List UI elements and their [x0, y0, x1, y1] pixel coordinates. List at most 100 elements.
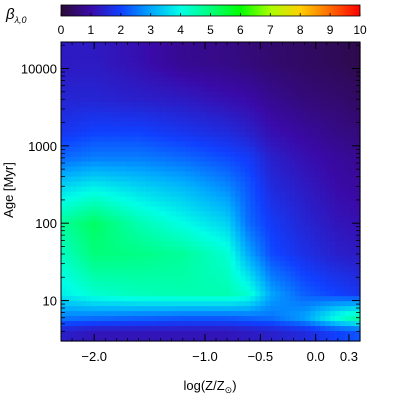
heatmap-cell [115, 141, 122, 148]
heatmap-cell [335, 196, 341, 203]
heatmap-cell [150, 281, 157, 287]
heatmap-cell [240, 96, 246, 103]
heatmap-cell [305, 291, 311, 297]
heatmap-cell [130, 56, 137, 63]
heatmap-cell [220, 236, 227, 242]
heatmap-cell [170, 91, 177, 98]
heatmap-cell [305, 316, 311, 322]
heatmap-cell [130, 211, 137, 218]
heatmap-cell [65, 91, 72, 98]
heatmap-cell [185, 326, 192, 332]
heatmap-cell [80, 181, 87, 188]
heatmap-cell [115, 191, 122, 198]
heatmap-cell [220, 326, 227, 332]
heatmap-cell [95, 101, 102, 108]
heatmap-cell [105, 331, 112, 337]
heatmap-cell [175, 336, 182, 342]
heatmap-cell [205, 196, 212, 203]
heatmap-cell [250, 111, 256, 118]
heatmap-cell [150, 171, 157, 178]
heatmap-cell [275, 42, 281, 48]
heatmap-cell [245, 256, 251, 262]
heatmap-cell [220, 241, 227, 247]
heatmap-cell [260, 276, 266, 282]
heatmap-cell [80, 176, 87, 183]
heatmap-cell [110, 111, 117, 118]
heatmap-cell [185, 76, 192, 83]
heatmap-cell [100, 91, 107, 98]
heatmap-cell [205, 86, 212, 93]
colorbar-tick-label: 1 [88, 23, 95, 37]
heatmap-cell [250, 271, 256, 277]
heatmap-cell [115, 236, 122, 242]
x-axis-label: log(Z/Z⊙) [183, 378, 236, 395]
heatmap-cell [200, 71, 207, 78]
heatmap-cell [325, 331, 331, 337]
heatmap-cell [275, 306, 281, 312]
heatmap-cell [270, 151, 276, 158]
heatmap-cell [315, 306, 321, 312]
heatmap-cell [205, 306, 212, 312]
heatmap-cell [170, 236, 177, 242]
heatmap-cell [310, 231, 316, 237]
heatmap-cell [115, 271, 122, 277]
heatmap-cell [350, 231, 356, 237]
heatmap-cell [215, 276, 222, 282]
heatmap-cell [65, 66, 72, 73]
heatmap-cell [305, 42, 311, 48]
heatmap-cell [150, 151, 157, 158]
heatmap-cell [135, 296, 142, 302]
heatmap-cell [175, 191, 182, 198]
heatmap-cell [115, 226, 122, 232]
heatmap-cell [120, 321, 127, 327]
heatmap-cell [335, 256, 341, 262]
heatmap-cell [350, 42, 356, 48]
heatmap-cell [90, 266, 97, 272]
heatmap-cell [275, 121, 281, 128]
heatmap-cell [355, 216, 361, 222]
heatmap-cell [210, 221, 217, 227]
heatmap-cell [205, 131, 212, 138]
heatmap-cell [275, 111, 281, 118]
heatmap-cell [105, 186, 112, 193]
heatmap-cell [95, 66, 102, 73]
heatmap-cell [85, 321, 92, 327]
heatmap-cell [255, 136, 261, 143]
heatmap-cell [85, 206, 92, 213]
heatmap-cell [70, 176, 77, 183]
heatmap-cell [105, 216, 112, 222]
heatmap-cell [260, 116, 266, 123]
heatmap-cell [65, 306, 72, 312]
heatmap-cell [335, 301, 341, 307]
heatmap-cell [85, 291, 92, 297]
heatmap-cell [315, 131, 321, 138]
heatmap-cell [105, 121, 112, 128]
heatmap-cell [105, 196, 112, 203]
heatmap-cell [230, 181, 237, 188]
heatmap-cell [170, 291, 177, 297]
heatmap-cell [270, 76, 276, 83]
heatmap-cell [135, 76, 142, 83]
heatmap-cell [105, 106, 112, 113]
heatmap-cell [90, 86, 97, 93]
heatmap-cell [355, 141, 361, 148]
heatmap-cell [235, 316, 241, 322]
heatmap-cell [110, 186, 117, 193]
heatmap-cell [355, 161, 361, 168]
heatmap-cell [80, 51, 87, 58]
heatmap-cell [145, 176, 152, 183]
heatmap-cell [195, 201, 202, 208]
heatmap-cell [280, 121, 286, 128]
heatmap-cell [95, 116, 102, 123]
heatmap-cell [245, 266, 251, 272]
heatmap-cell [110, 331, 117, 337]
heatmap-cell [220, 311, 227, 317]
heatmap-cell [140, 216, 147, 222]
heatmap-cell [170, 166, 177, 173]
heatmap-cell [355, 286, 361, 292]
heatmap-cell [65, 301, 72, 307]
heatmap-cell [330, 61, 336, 68]
heatmap-cell [295, 321, 301, 327]
heatmap-cell [125, 61, 132, 68]
heatmap-cell [195, 96, 202, 103]
